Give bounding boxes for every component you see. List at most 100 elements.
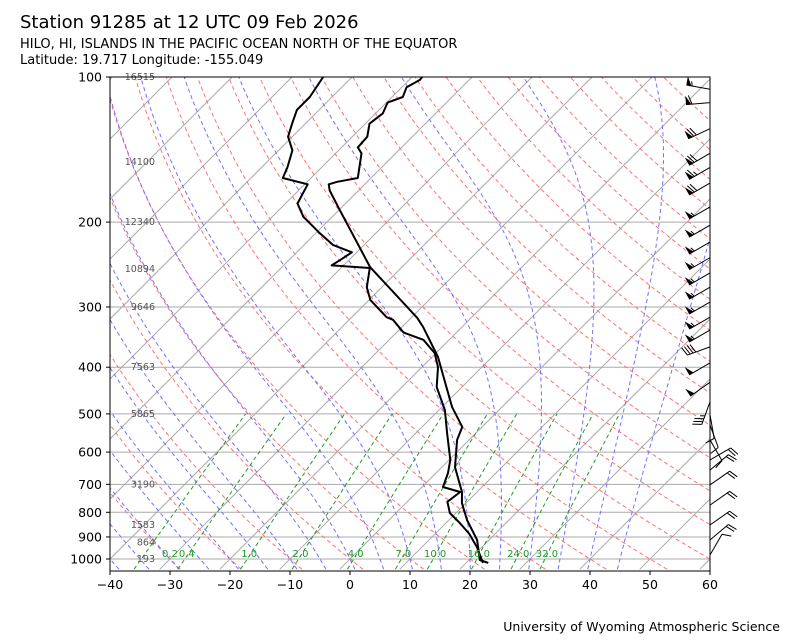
height-label: 12340 [125, 217, 155, 228]
mixing-ratio-line [347, 413, 444, 570]
wind-barb [709, 454, 737, 471]
mixing-ratio-line [539, 413, 620, 570]
wind-barb [684, 224, 711, 238]
x-tick-label: −20 [217, 577, 243, 592]
wind-barb-full [730, 447, 739, 455]
dry-adiabat-line [110, 278, 364, 570]
isotherm-line [110, 77, 473, 440]
moist-adiabat-line [616, 235, 710, 570]
mixing-ratio-label: 0.2 [162, 549, 178, 560]
y-tick-label: 700 [78, 477, 102, 492]
dry-adiabat-line [134, 77, 546, 570]
wind-barb [684, 316, 711, 330]
isotherm-line [110, 77, 293, 260]
moist-adiabat-line [183, 77, 442, 570]
wind-barb-staff [709, 454, 729, 471]
wind-barb-full [726, 512, 736, 519]
wind-barb-flag [684, 306, 694, 315]
mixing-ratio-label: 4.0 [348, 549, 364, 560]
wind-barb-flag [686, 76, 692, 86]
y-tick-label: 900 [78, 529, 102, 544]
mixing-ratio-label: 16.0 [468, 549, 490, 560]
wind-barb [684, 127, 711, 140]
moist-adiabat-line [110, 192, 356, 570]
dry-adiabat-line [445, 77, 710, 331]
wind-barb-full [681, 347, 688, 356]
wind-barb-full [710, 447, 719, 454]
mixing-ratio-label: 1.0 [241, 549, 257, 560]
mixing-ratio-label: 7.0 [395, 549, 411, 560]
wind-barb-staff [709, 533, 723, 556]
y-tick-label: 800 [78, 505, 102, 520]
wind-barb-full [728, 524, 737, 530]
height-label: 14100 [125, 157, 155, 168]
x-tick-label: 60 [702, 577, 718, 592]
height-label: 3190 [131, 479, 155, 490]
wind-barb-staff [709, 524, 729, 541]
wind-barb-flag [684, 367, 694, 375]
x-tick-label: 20 [462, 577, 478, 592]
wind-barb-flag [685, 388, 695, 397]
wind-barb [684, 286, 711, 300]
dry-adiabat-line [110, 97, 485, 570]
moist-adiabat-line [110, 523, 150, 570]
dewpoint-profile [281, 77, 484, 564]
wind-barb-full [721, 533, 732, 537]
isotherm-line [0, 77, 52, 569]
height-label: 1583 [131, 520, 155, 531]
wind-barb [684, 301, 711, 315]
wind-barb-staff [709, 447, 732, 461]
wind-barb-staff [709, 490, 730, 506]
wind-barb [709, 439, 723, 469]
wind-barb-full [729, 470, 738, 478]
mixing-ratio-line [291, 413, 393, 570]
wind-barb-staff [701, 401, 711, 425]
mixing-ratio-line [240, 413, 345, 570]
wind-barb-full [715, 460, 723, 469]
isotherm-line [110, 77, 413, 380]
wind-barb-half [690, 212, 695, 217]
wind-barb-full [726, 492, 736, 500]
moist-adiabat-line [110, 94, 385, 570]
plot-area [0, 77, 710, 570]
wind-barb-full [728, 454, 737, 461]
wind-barb [709, 470, 738, 486]
mixing-ratio-line [470, 413, 558, 570]
height-label: 193 [137, 554, 155, 565]
mixing-ratio-label: 10.0 [424, 549, 446, 560]
plot-frame [109, 76, 711, 572]
wind-barb-full [686, 345, 694, 354]
wind-barb-half [690, 322, 695, 327]
dry-adiabat-line [196, 77, 668, 570]
wind-barb-flag [684, 246, 694, 255]
moist-adiabat-line [110, 486, 180, 570]
moist-adiabat-line [522, 77, 595, 570]
wind-barb [684, 257, 711, 271]
station-coordinates: Latitude: 19.717 Longitude: -155.049 [20, 53, 264, 68]
wind-barb-flag [684, 261, 694, 270]
wind-barb-flag [684, 171, 694, 180]
wind-barb-flag [684, 291, 694, 300]
wind-barb [684, 206, 711, 220]
wind-barb-flag [684, 130, 693, 139]
moist-adiabat-line [110, 409, 239, 570]
wind-barb-flag [684, 229, 694, 238]
wind-barb [684, 152, 711, 166]
height-label: 9646 [131, 302, 155, 313]
wind-barb-flag [684, 277, 694, 285]
dry-adiabat-line [632, 77, 710, 151]
wind-barb-staff [709, 439, 723, 461]
y-tick-label: 1000 [70, 552, 102, 567]
y-tick-label: 200 [78, 215, 102, 230]
wind-barb-staff [709, 424, 719, 448]
wind-barb-staff [709, 470, 730, 486]
wind-barb-staff [690, 381, 711, 397]
wind-barb-half [693, 171, 698, 176]
wind-barb [709, 510, 738, 526]
moist-adiabat-line [110, 262, 327, 570]
wind-barb-staff [687, 346, 711, 356]
wind-barb [684, 166, 711, 180]
wind-barb-half [690, 278, 695, 283]
